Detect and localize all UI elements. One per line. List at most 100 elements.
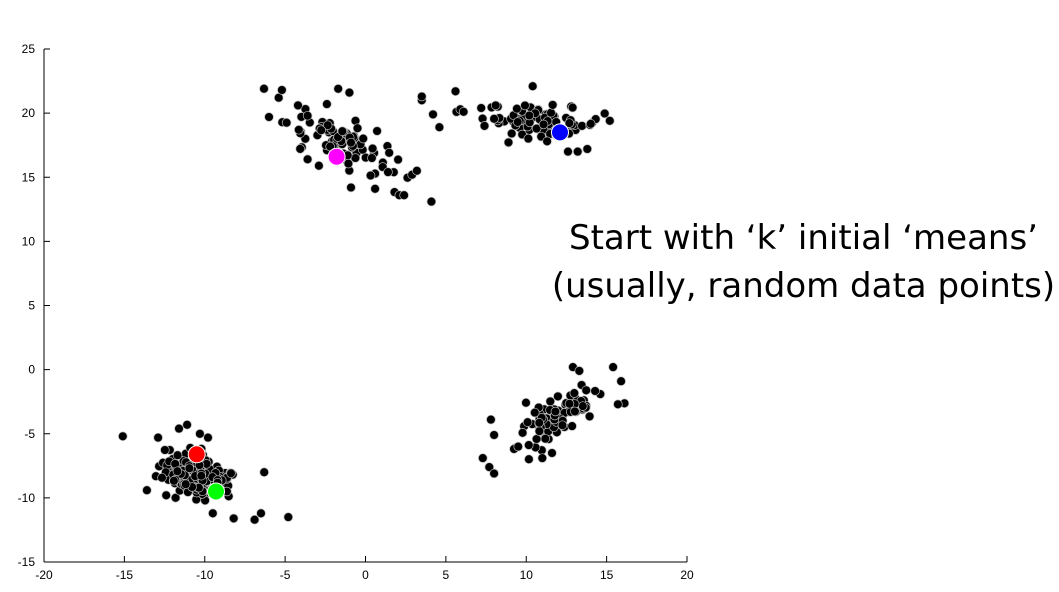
data-point [249,514,260,525]
y-tick-label: 15 [22,170,36,184]
mean-point [187,445,206,464]
data-point [384,148,394,158]
data-point [182,420,192,430]
data-point [506,128,517,139]
data-point [302,110,313,121]
data-point [174,423,184,434]
data-point [530,407,540,418]
data-point [567,421,577,431]
data-point [259,83,269,94]
caption: Start with ‘k’ initial ‘means’ (usually,… [548,214,1059,310]
data-point [344,87,355,98]
data-point [346,182,356,193]
data-point [524,454,534,464]
y-tick-label: 20 [22,106,36,120]
data-point [428,109,438,120]
data-point [564,399,575,409]
data-point [545,396,556,407]
y-tick-label: 10 [22,234,36,248]
x-tick-label: -5 [280,568,291,582]
data-point [259,467,269,477]
data-point [577,121,587,131]
data-point [578,401,588,411]
data-point [160,445,170,455]
data-point [484,462,495,472]
data-point [572,146,583,157]
data-point [322,99,332,109]
data-point [524,110,535,121]
data-point [293,100,303,111]
x-tick-label: 0 [362,568,369,582]
data-point [527,81,538,91]
data-point [590,386,600,396]
data-point [540,433,551,444]
data-point [358,133,368,144]
x-tick-label: -10 [196,568,214,582]
data-point [346,137,356,148]
data-point [170,493,181,503]
data-point [570,406,580,417]
data-point [476,103,486,113]
data-point [184,463,195,473]
data-point [169,476,179,486]
initial-means [187,123,569,501]
data-point [613,399,623,410]
data-point [547,448,557,458]
data-point [142,485,152,495]
data-point [531,123,542,134]
data-point [118,431,128,442]
data-point [393,154,403,165]
data-point [281,117,292,128]
x-tick-label: 20 [680,568,694,582]
y-tick-label: 25 [22,42,36,56]
x-tick-label: 5 [443,568,450,582]
data-point [352,123,363,133]
data-point [553,391,563,402]
data-point [557,420,568,430]
data-point [337,126,348,136]
data-point [523,133,534,144]
data-point [513,441,523,452]
data-point [547,100,558,110]
data-point [582,144,593,154]
data-point [599,108,610,119]
data-point [302,154,313,165]
data-point [537,453,548,463]
mean-point [327,147,346,166]
data-point [372,126,382,136]
caption-line-1: Start with ‘k’ initial ‘means’ [569,218,1038,258]
y-tick-label: -10 [18,491,36,505]
mean-point [551,123,569,142]
data-point [180,479,191,489]
caption-line-2: (usually, random data points) [551,266,1056,306]
data-point [322,120,333,130]
x-tick-label: 15 [600,568,614,582]
data-point [486,414,496,425]
data-point [503,137,514,148]
data-point [383,167,393,177]
data-point [563,146,573,157]
data-point [584,411,595,422]
data-point [226,468,236,479]
data-point [367,153,377,163]
data-point [370,184,380,194]
data-point [203,432,213,443]
data-point [172,450,183,460]
data-points [118,81,630,525]
data-point [157,472,167,483]
data-point [161,490,171,501]
data-point [417,91,427,102]
y-tick-label: -15 [18,555,36,569]
data-point [522,417,533,427]
data-point [458,107,469,117]
data-point [367,143,378,154]
data-point [277,85,287,95]
x-tick-label: 10 [520,568,534,582]
data-point [521,397,531,408]
data-point [489,468,499,479]
data-point [208,508,218,519]
data-point [426,196,437,207]
data-point [538,119,549,130]
